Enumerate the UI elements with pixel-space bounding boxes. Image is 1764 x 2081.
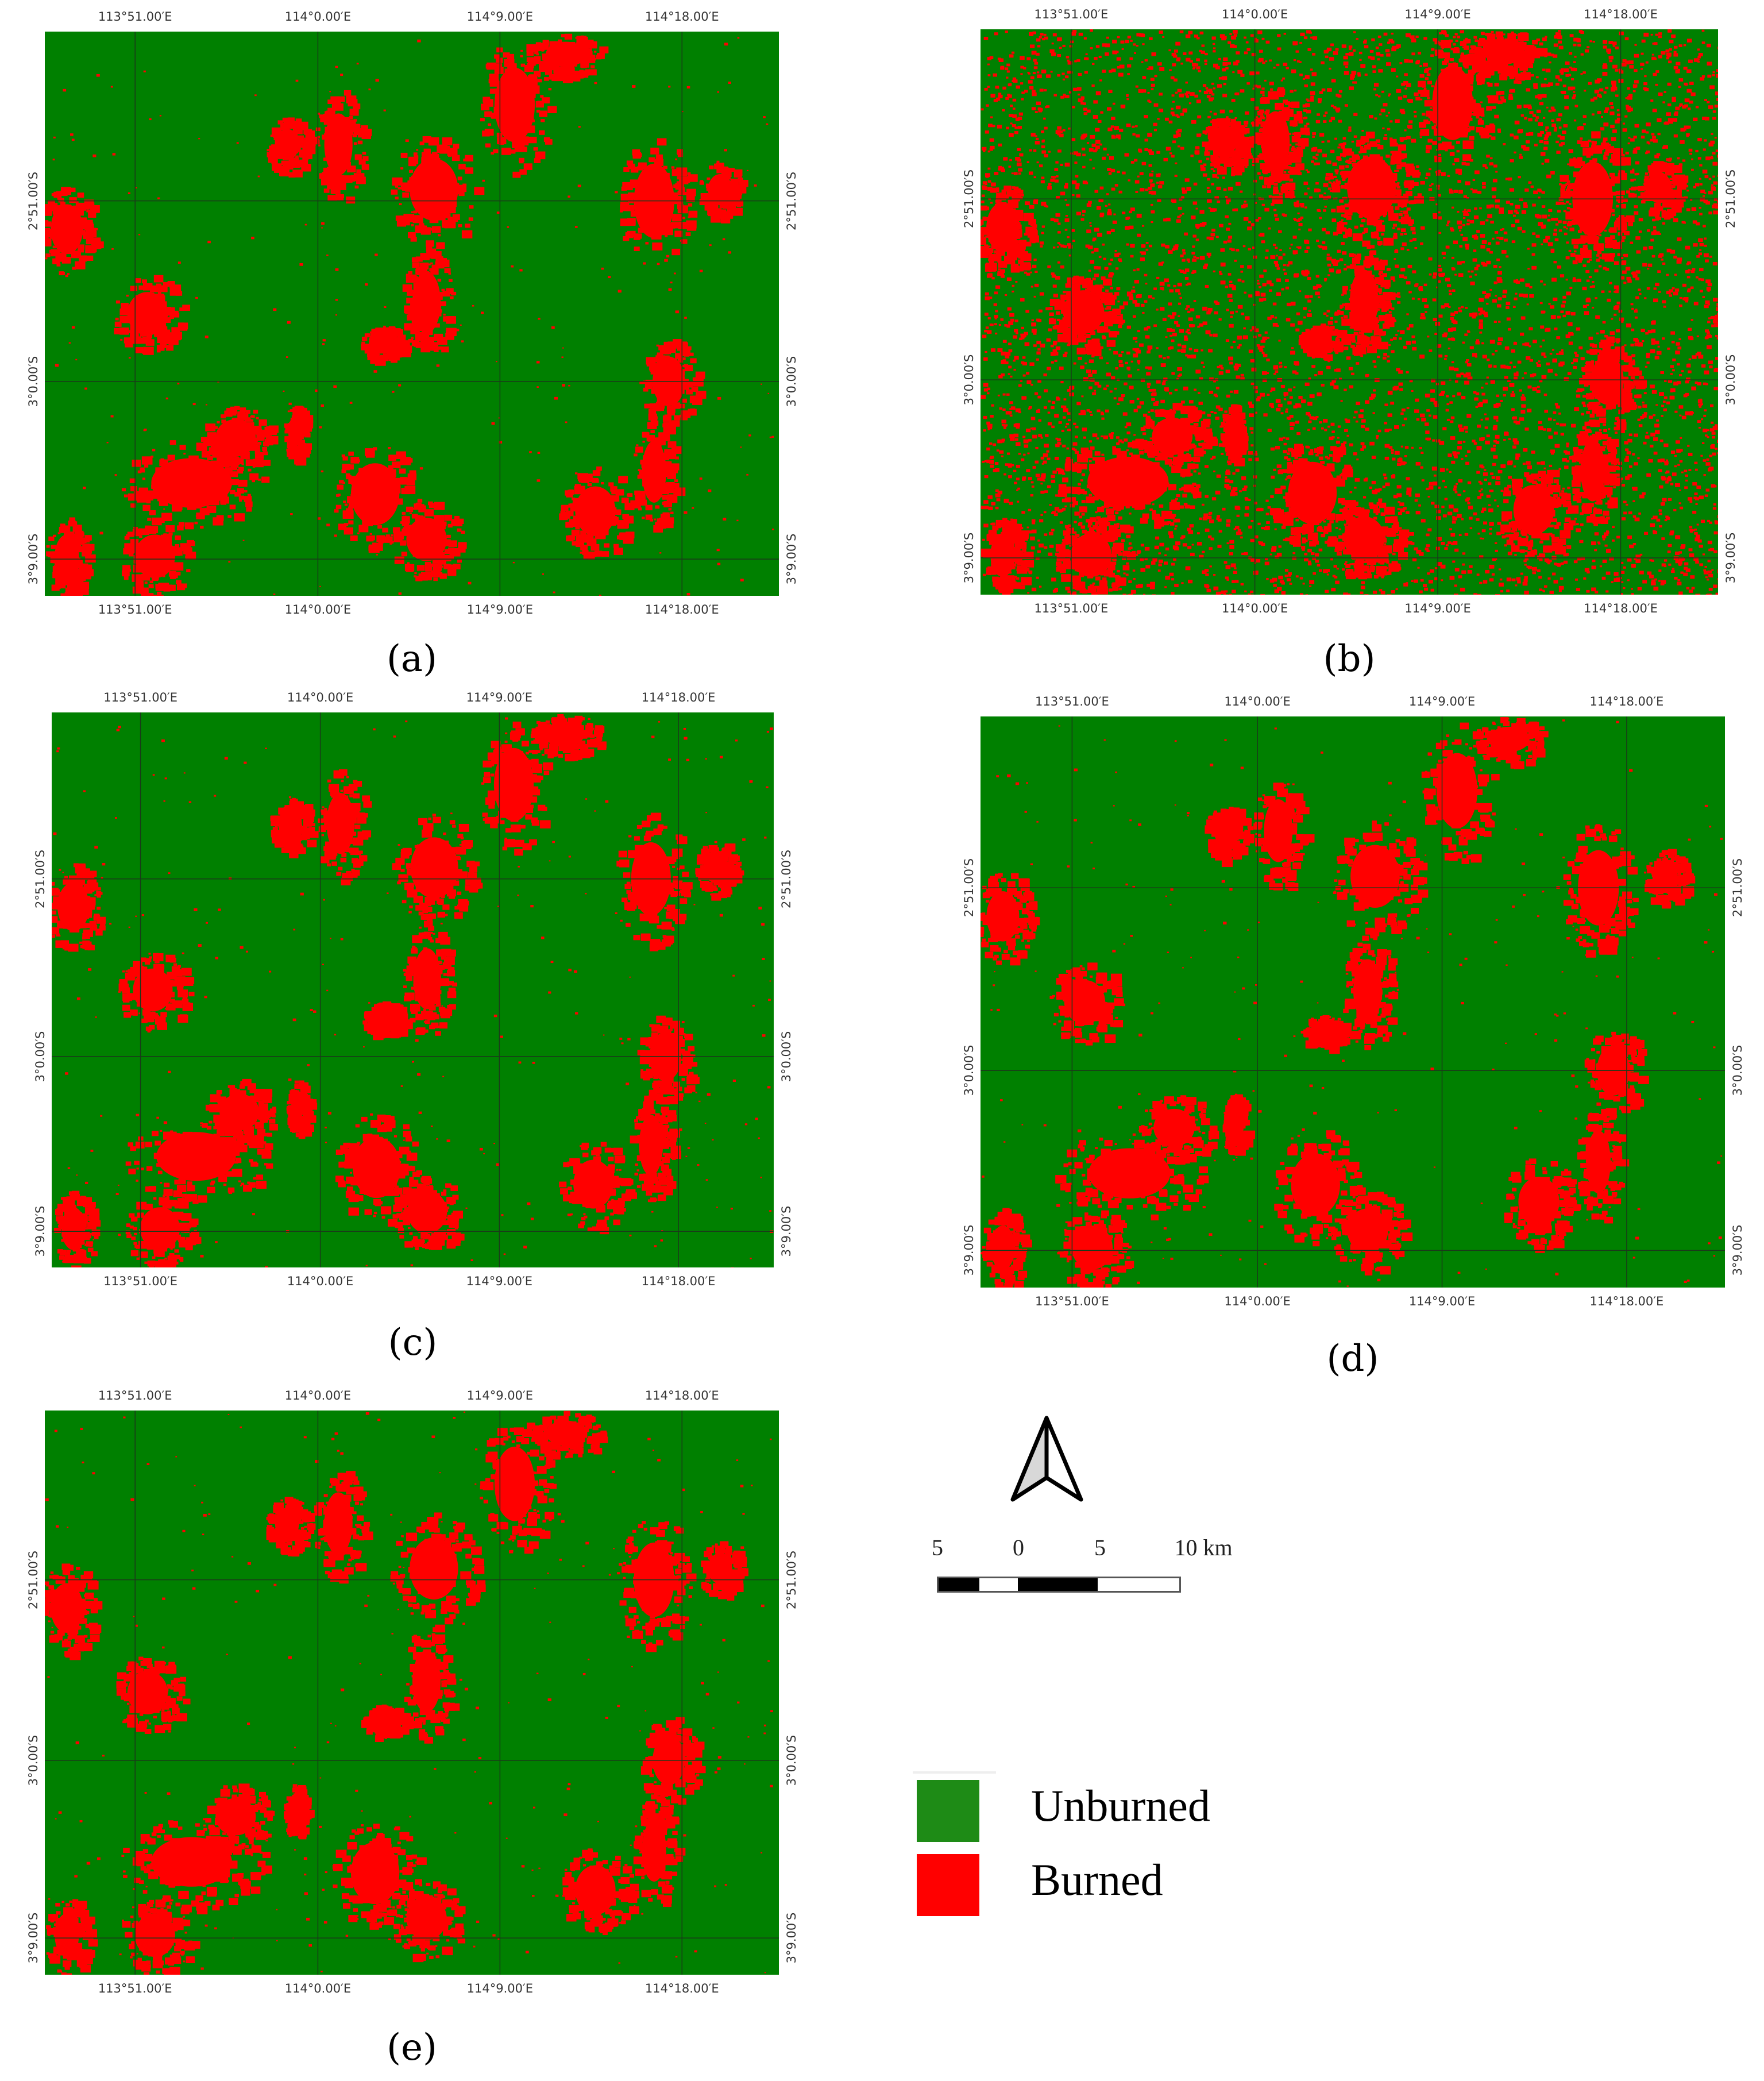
longitude-label: 114°9.00′E bbox=[1404, 7, 1471, 21]
latitude-label: 2°51.00′S bbox=[26, 171, 40, 230]
longitude-label: 114°0.00′E bbox=[287, 691, 354, 704]
burned-areas bbox=[45, 1411, 773, 1975]
longitude-label: 114°18.00′E bbox=[1584, 602, 1658, 615]
longitude-label: 114°9.00′E bbox=[1404, 602, 1471, 615]
latitude-label: 2°51.00′S bbox=[33, 849, 47, 908]
latitude-label: 2°51.00′S bbox=[26, 1550, 40, 1609]
longitude-label: 113°51.00′E bbox=[1034, 602, 1109, 615]
burn-map-a bbox=[45, 32, 779, 596]
longitude-label: 114°0.00′E bbox=[1221, 7, 1288, 21]
scale-label: 10 km bbox=[1174, 1535, 1233, 1560]
longitude-label: 114°18.00′E bbox=[641, 1274, 716, 1288]
latitude-label: 2°51.00′S bbox=[785, 1550, 798, 1609]
latitude-label: 3°9.00′S bbox=[1731, 1225, 1744, 1276]
panel-caption-a: (a) bbox=[386, 638, 438, 680]
latitude-label: 2°51.00′S bbox=[962, 858, 976, 918]
longitude-label: 114°0.00′E bbox=[284, 1982, 352, 1995]
latitude-label: 3°0.00′S bbox=[779, 1031, 793, 1082]
legend-label-burned: Burned bbox=[1031, 1855, 1163, 1905]
burn-map-d bbox=[981, 716, 1725, 1288]
latitude-label: 3°9.00′S bbox=[779, 1205, 793, 1257]
latitude-label: 3°9.00′S bbox=[33, 1205, 47, 1257]
latitude-label: 3°9.00′S bbox=[26, 1912, 40, 1964]
scale-label: 5 bbox=[1094, 1535, 1106, 1560]
latitude-label: 3°9.00′S bbox=[785, 533, 798, 585]
longitude-label: 113°51.00′E bbox=[98, 10, 172, 24]
latitude-label: 3°0.00′S bbox=[785, 1735, 798, 1786]
latitude-label: 2°51.00′S bbox=[779, 849, 793, 908]
longitude-label: 113°51.00′E bbox=[98, 1389, 172, 1402]
longitude-label: 114°9.00′E bbox=[1408, 695, 1476, 708]
legend-swatch-unburned bbox=[917, 1780, 979, 1842]
longitude-label: 114°0.00′E bbox=[1221, 602, 1288, 615]
longitude-label: 114°9.00′E bbox=[1408, 1294, 1476, 1308]
legend-swatch-burned bbox=[917, 1854, 979, 1916]
burned-areas bbox=[981, 29, 1718, 595]
longitude-label: 113°51.00′E bbox=[98, 603, 172, 616]
longitude-label: 114°9.00′E bbox=[466, 10, 534, 24]
scale-bar bbox=[937, 1577, 1181, 1593]
longitude-label: 114°18.00′E bbox=[1584, 7, 1658, 21]
longitude-label: 114°0.00′E bbox=[1224, 1294, 1291, 1308]
longitude-label: 113°51.00′E bbox=[1035, 1294, 1109, 1308]
longitude-label: 114°18.00′E bbox=[644, 1389, 719, 1402]
latitude-label: 2°51.00′S bbox=[1731, 858, 1744, 918]
latitude-label: 3°9.00′S bbox=[962, 532, 976, 584]
longitude-label: 114°0.00′E bbox=[287, 1274, 354, 1288]
longitude-label: 114°18.00′E bbox=[1589, 1294, 1664, 1308]
longitude-label: 114°0.00′E bbox=[284, 1389, 352, 1402]
longitude-label: 114°18.00′E bbox=[641, 691, 716, 704]
panel-caption-b: (b) bbox=[1323, 638, 1376, 680]
scale-label: 0 bbox=[1013, 1535, 1024, 1560]
latitude-label: 3°0.00′S bbox=[962, 1045, 976, 1096]
burned-patch bbox=[494, 1446, 535, 1521]
latitude-label: 3°0.00′S bbox=[785, 356, 798, 407]
latitude-label: 2°51.00′S bbox=[1724, 169, 1738, 229]
panel-caption-d: (d) bbox=[1326, 1338, 1379, 1380]
longitude-label: 114°18.00′E bbox=[644, 603, 719, 616]
burn-map-b bbox=[981, 29, 1718, 595]
latitude-label: 3°9.00′S bbox=[1724, 532, 1738, 584]
latitude-label: 3°0.00′S bbox=[33, 1031, 47, 1082]
burned-areas bbox=[52, 714, 774, 1267]
burn-map-e bbox=[45, 1411, 779, 1975]
legend-label-unburned: Unburned bbox=[1031, 1781, 1210, 1830]
burned-areas bbox=[45, 33, 774, 596]
burned-areas bbox=[981, 717, 1723, 1288]
longitude-label: 114°9.00′E bbox=[466, 1274, 533, 1288]
latitude-label: 2°51.00′S bbox=[785, 171, 798, 230]
longitude-label: 113°51.00′E bbox=[103, 691, 177, 704]
longitude-label: 114°0.00′E bbox=[284, 603, 352, 616]
longitude-label: 113°51.00′E bbox=[1034, 7, 1109, 21]
latitude-label: 3°0.00′S bbox=[26, 1735, 40, 1786]
longitude-label: 114°18.00′E bbox=[644, 10, 719, 24]
burn-map-c bbox=[52, 712, 774, 1267]
latitude-label: 3°0.00′S bbox=[1731, 1045, 1744, 1096]
panel-caption-e: (e) bbox=[387, 2026, 437, 2069]
latitude-label: 3°0.00′S bbox=[1724, 354, 1738, 406]
longitude-label: 114°9.00′E bbox=[466, 1389, 534, 1402]
longitude-label: 114°9.00′E bbox=[466, 691, 533, 704]
latitude-label: 3°9.00′S bbox=[962, 1225, 976, 1276]
latitude-label: 2°51.00′S bbox=[962, 169, 976, 229]
longitude-label: 114°0.00′E bbox=[284, 10, 352, 24]
latitude-label: 3°0.00′S bbox=[962, 354, 976, 406]
longitude-label: 114°0.00′E bbox=[1224, 695, 1291, 708]
longitude-label: 113°51.00′E bbox=[103, 1274, 177, 1288]
scale-label: 5 bbox=[932, 1535, 943, 1560]
longitude-label: 114°18.00′E bbox=[1589, 695, 1664, 708]
latitude-label: 3°9.00′S bbox=[26, 533, 40, 585]
longitude-label: 114°9.00′E bbox=[466, 1982, 534, 1995]
longitude-label: 114°9.00′E bbox=[466, 603, 534, 616]
panel-caption-c: (c) bbox=[388, 1321, 438, 1364]
north-arrow-icon bbox=[1008, 1413, 1086, 1508]
latitude-label: 3°0.00′S bbox=[26, 356, 40, 407]
latitude-label: 3°9.00′S bbox=[785, 1912, 798, 1964]
longitude-label: 114°18.00′E bbox=[644, 1982, 719, 1995]
longitude-label: 113°51.00′E bbox=[98, 1982, 172, 1995]
longitude-label: 113°51.00′E bbox=[1035, 695, 1109, 708]
